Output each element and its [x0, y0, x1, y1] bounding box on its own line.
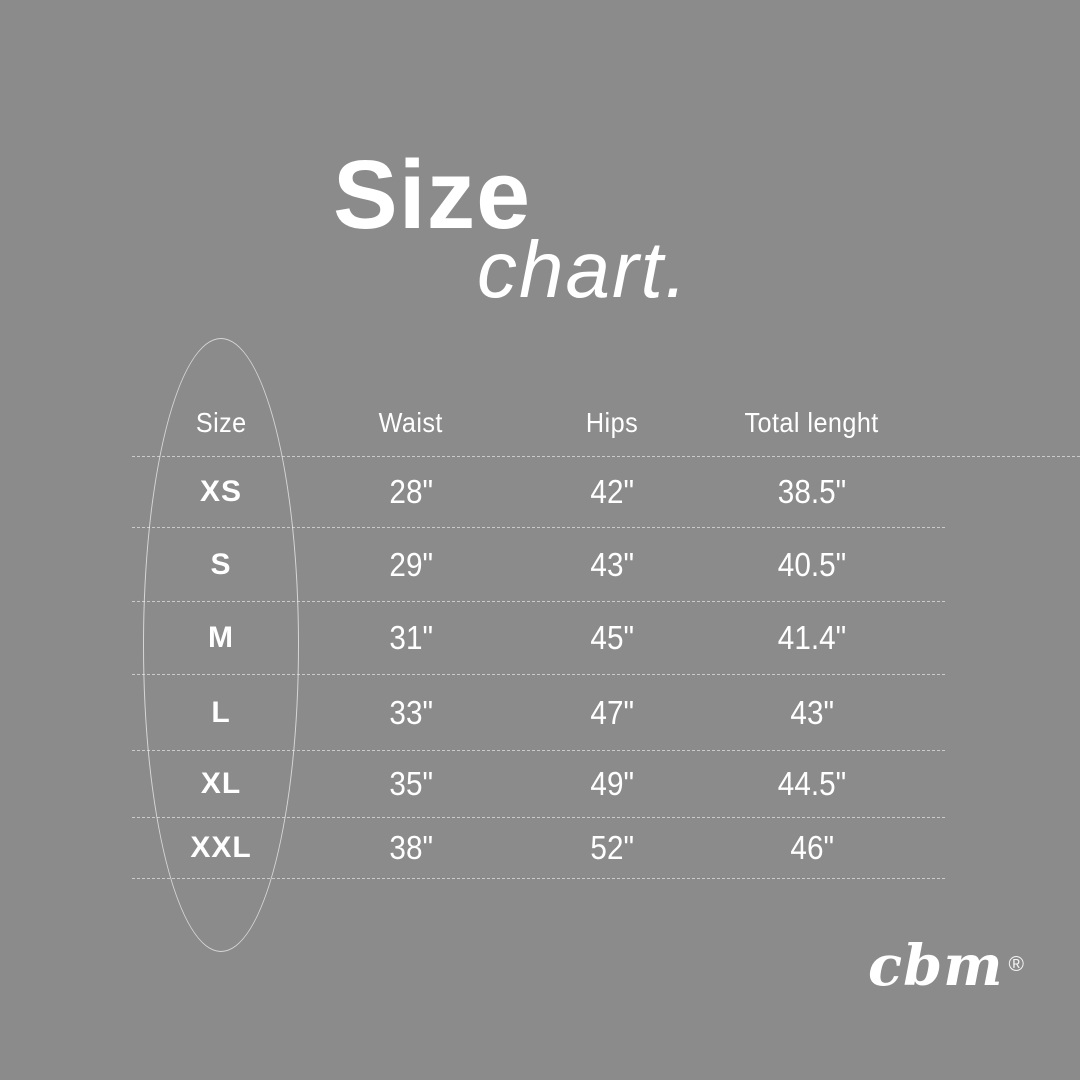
column-header-size: Size: [132, 390, 310, 456]
hips-value-text: 42": [590, 472, 635, 510]
total-length-value-text: 43": [790, 693, 834, 731]
waist-value-text: 38": [389, 829, 433, 866]
total-length-value-text: 41.4": [777, 619, 847, 656]
size-label: XXL: [190, 831, 252, 864]
table-header-row: Size Waist Hips Total lenght: [132, 390, 945, 456]
total-length-value: 46": [713, 818, 945, 878]
waist-value: 35": [310, 751, 512, 817]
registered-trademark-icon: ®: [1008, 953, 1024, 976]
column-header-waist: Waist: [310, 390, 512, 456]
waist-value: 38": [310, 818, 512, 878]
waist-value-text: 31": [389, 619, 433, 656]
column-header-waist-label: Waist: [378, 407, 444, 438]
table-row-m: M 31" 45" 41.4": [132, 602, 945, 675]
size-label: XS: [199, 474, 243, 508]
size-label: S: [210, 547, 232, 581]
page-title: Size: [333, 140, 532, 249]
table-row-xs: XS 28" 42" 38.5": [132, 456, 945, 528]
waist-value-text: 35": [389, 765, 433, 802]
column-header-total-length: Total lenght: [713, 390, 945, 456]
hips-value: 49": [512, 751, 713, 817]
total-length-value: 40.5": [713, 528, 945, 601]
hips-value: 43": [512, 528, 713, 601]
waist-value: 28": [310, 456, 512, 527]
total-length-value: 38.5": [713, 456, 945, 527]
waist-value: 31": [310, 602, 512, 674]
hips-value-text: 52": [590, 829, 635, 866]
hips-value: 42": [512, 456, 713, 527]
size-table: Size Waist Hips Total lenght XS 28" 42" …: [132, 390, 945, 879]
column-header-total-length-label: Total lenght: [744, 407, 880, 438]
waist-value-text: 33": [389, 693, 433, 731]
table-row-xl: XL 35" 49" 44.5": [132, 751, 945, 818]
brand-name: cbm: [868, 933, 1004, 999]
hips-value: 52": [512, 818, 713, 878]
total-length-value-text: 38.5": [777, 472, 847, 510]
column-header-size-label: Size: [195, 407, 247, 438]
waist-value-text: 28": [389, 472, 433, 510]
column-header-hips-label: Hips: [586, 407, 639, 438]
total-length-value-text: 44.5": [777, 765, 847, 802]
size-label: XL: [200, 767, 242, 800]
total-length-value: 44.5": [713, 751, 945, 817]
column-header-hips: Hips: [512, 390, 713, 456]
table-row-s: S 29" 43" 40.5": [132, 528, 945, 602]
table-row-xxl: XXL 38" 52" 46": [132, 818, 945, 879]
total-length-value: 41.4": [713, 602, 945, 674]
page-subtitle: chart.: [477, 225, 690, 314]
waist-value: 29": [310, 528, 512, 601]
waist-value: 33": [310, 675, 512, 750]
total-length-value-text: 46": [790, 829, 834, 866]
hips-value-text: 49": [590, 765, 635, 802]
total-length-value-text: 40.5": [777, 545, 847, 583]
hips-value-text: 43": [590, 545, 635, 583]
table-row-l: L 33" 47" 43": [132, 675, 945, 751]
hips-value-text: 47": [590, 693, 635, 731]
total-length-value: 43": [713, 675, 945, 750]
hips-value: 47": [512, 675, 713, 750]
brand-logo: cbm ®: [868, 938, 1024, 994]
waist-value-text: 29": [389, 545, 433, 583]
size-label: M: [208, 621, 234, 654]
hips-value-text: 45": [590, 619, 635, 656]
header-divider-line: [132, 456, 1080, 457]
size-label: L: [211, 695, 231, 729]
hips-value: 45": [512, 602, 713, 674]
